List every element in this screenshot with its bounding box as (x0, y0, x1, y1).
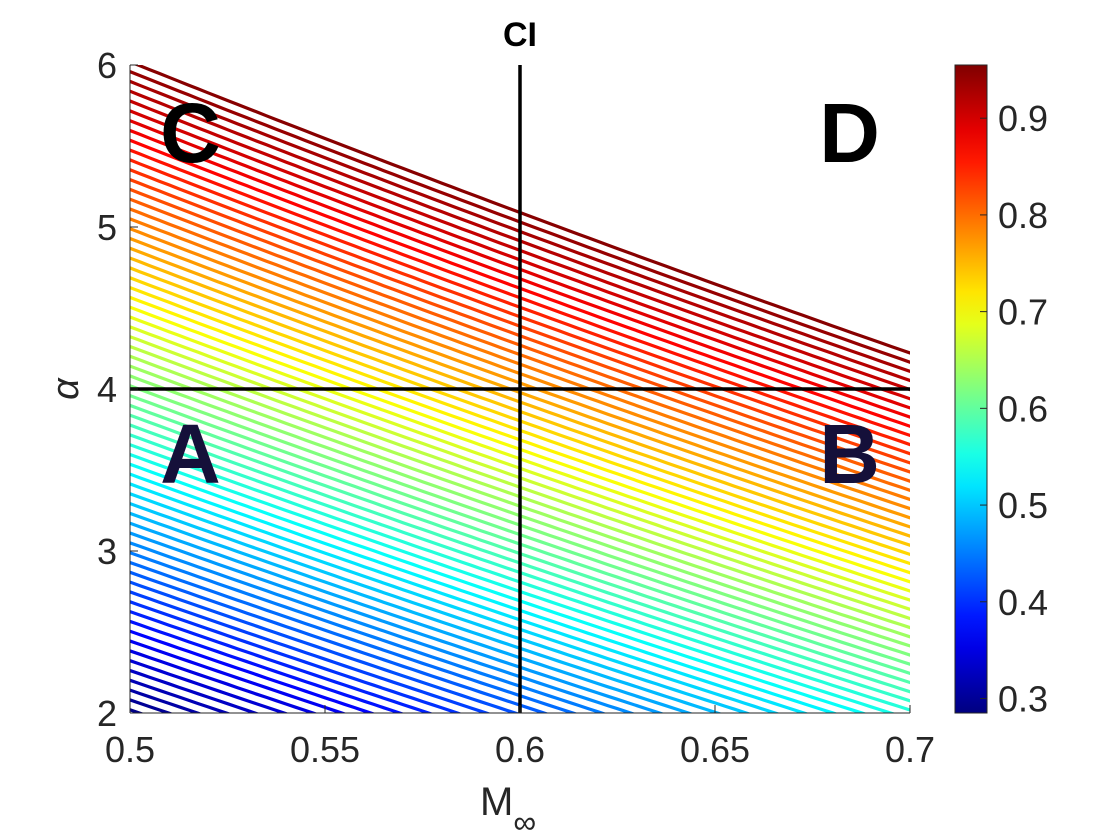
quadrant-label-d: D (819, 86, 880, 180)
contour-line-20 (130, 511, 723, 713)
quadrant-dividers (130, 65, 910, 713)
contour-line-12 (130, 590, 492, 713)
x-tick-label: 0.6 (495, 729, 545, 770)
colorbar-tick-label: 0.3 (998, 678, 1048, 719)
contour-line-21 (130, 502, 752, 713)
x-axis-label-subscript: ∞ (513, 804, 536, 840)
contour-line-8 (130, 629, 376, 713)
colorbar-tick-label: 0.5 (998, 485, 1048, 526)
y-tick-label: 2 (97, 693, 117, 734)
contour-line-22 (130, 492, 781, 713)
quadrant-label-a: A (160, 407, 221, 501)
x-tick-label: 0.5 (105, 729, 155, 770)
contour-line-5 (130, 659, 290, 713)
colorbar-gradient (954, 64, 988, 714)
contour-line-1 (130, 698, 174, 713)
x-axis-label: M∞ (480, 780, 536, 840)
x-tick-label: 0.55 (290, 729, 360, 770)
x-axis-label-main: M (480, 780, 513, 824)
colorbar-tick-label: 0.8 (998, 195, 1048, 236)
y-axis-label: α (45, 377, 87, 400)
contour-line-19 (130, 521, 694, 713)
contour-line-11 (130, 600, 463, 713)
contour-line-15 (130, 560, 579, 713)
colorbar-tick-label: 0.7 (998, 292, 1048, 333)
colorbar: 0.3 0.4 0.5 0.6 0.7 0.8 0.9 (954, 64, 1048, 719)
contour-line-2 (130, 688, 203, 713)
contour-line-18 (130, 531, 665, 713)
colorbar-tick-label: 0.4 (998, 582, 1048, 623)
quadrant-labels: A B C D (160, 86, 880, 501)
contour-line-10 (130, 610, 434, 713)
chart-title: CI (503, 16, 537, 54)
contour-line-9 (130, 619, 405, 713)
contour-line-6 (130, 649, 318, 713)
contour-line-7 (130, 639, 347, 713)
y-tick-label: 6 (97, 45, 117, 86)
y-tick-label: 3 (97, 531, 117, 572)
contour-line-17 (130, 541, 636, 713)
contour-line-3 (130, 678, 232, 713)
quadrant-label-c: C (160, 86, 221, 180)
contour-line-4 (130, 668, 261, 713)
y-tick-label: 4 (97, 369, 117, 410)
y-tick-label: 5 (97, 207, 117, 248)
contour-line-14 (130, 570, 550, 713)
axes: 0.5 0.55 0.6 0.65 0.7 2 3 4 5 6 (97, 45, 935, 770)
colorbar-tick-label: 0.6 (998, 388, 1048, 429)
quadrant-label-b: B (819, 407, 880, 501)
x-tick-label: 0.7 (885, 729, 935, 770)
contour-line-23 (130, 482, 810, 713)
colorbar-tick-label: 0.9 (998, 98, 1048, 139)
x-tick-label: 0.65 (680, 729, 750, 770)
contour-line-13 (130, 580, 521, 713)
